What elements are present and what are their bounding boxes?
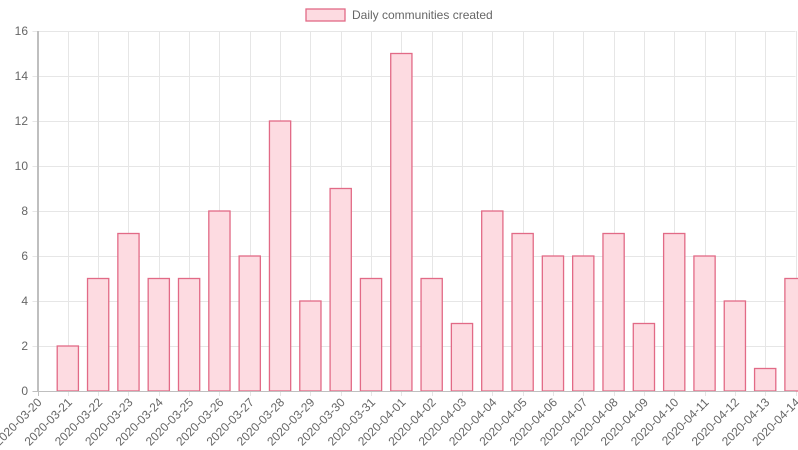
bar[interactable] [268,120,292,392]
bar[interactable] [359,277,383,392]
bar[interactable] [723,300,747,392]
bar[interactable] [753,367,777,392]
bar[interactable] [693,255,716,392]
bar[interactable] [299,300,322,392]
bar[interactable] [511,232,534,392]
bar[interactable] [450,322,474,392]
y-tick-label: 0 [21,384,28,398]
y-tick-label: 2 [21,339,28,353]
bar[interactable] [208,210,231,392]
bar[interactable] [571,255,595,392]
y-tick-label: 16 [15,24,29,38]
y-tick-label: 4 [21,294,28,308]
legend-swatch [305,8,346,22]
bar[interactable] [86,277,110,392]
y-tick-labels: 0 2 4 6 8 10 12 14 16 [15,24,29,398]
bar[interactable] [541,255,565,392]
bar[interactable] [784,277,798,392]
y-tick-label: 10 [15,159,29,173]
bar[interactable] [481,210,504,392]
axes [37,31,796,392]
bar[interactable] [420,277,443,392]
y-tick-label: 12 [15,114,29,128]
bars [56,52,798,392]
bar[interactable] [177,277,201,392]
legend-label: Daily communities created [352,8,493,22]
y-tick-label: 8 [21,204,28,218]
x-tick-labels: 2020-03-202020-03-212020-03-222020-03-23… [0,395,798,449]
bar[interactable] [632,322,656,392]
bar[interactable] [56,345,80,392]
bar[interactable] [390,52,413,392]
bar[interactable] [602,232,625,392]
legend[interactable]: Daily communities created [305,8,493,22]
bar[interactable] [147,277,171,392]
y-tick-label: 6 [21,249,28,263]
bar[interactable] [329,187,352,392]
bar[interactable] [238,255,262,392]
bar[interactable] [662,232,686,392]
y-tick-label: 14 [15,69,29,83]
bar[interactable] [117,232,140,392]
